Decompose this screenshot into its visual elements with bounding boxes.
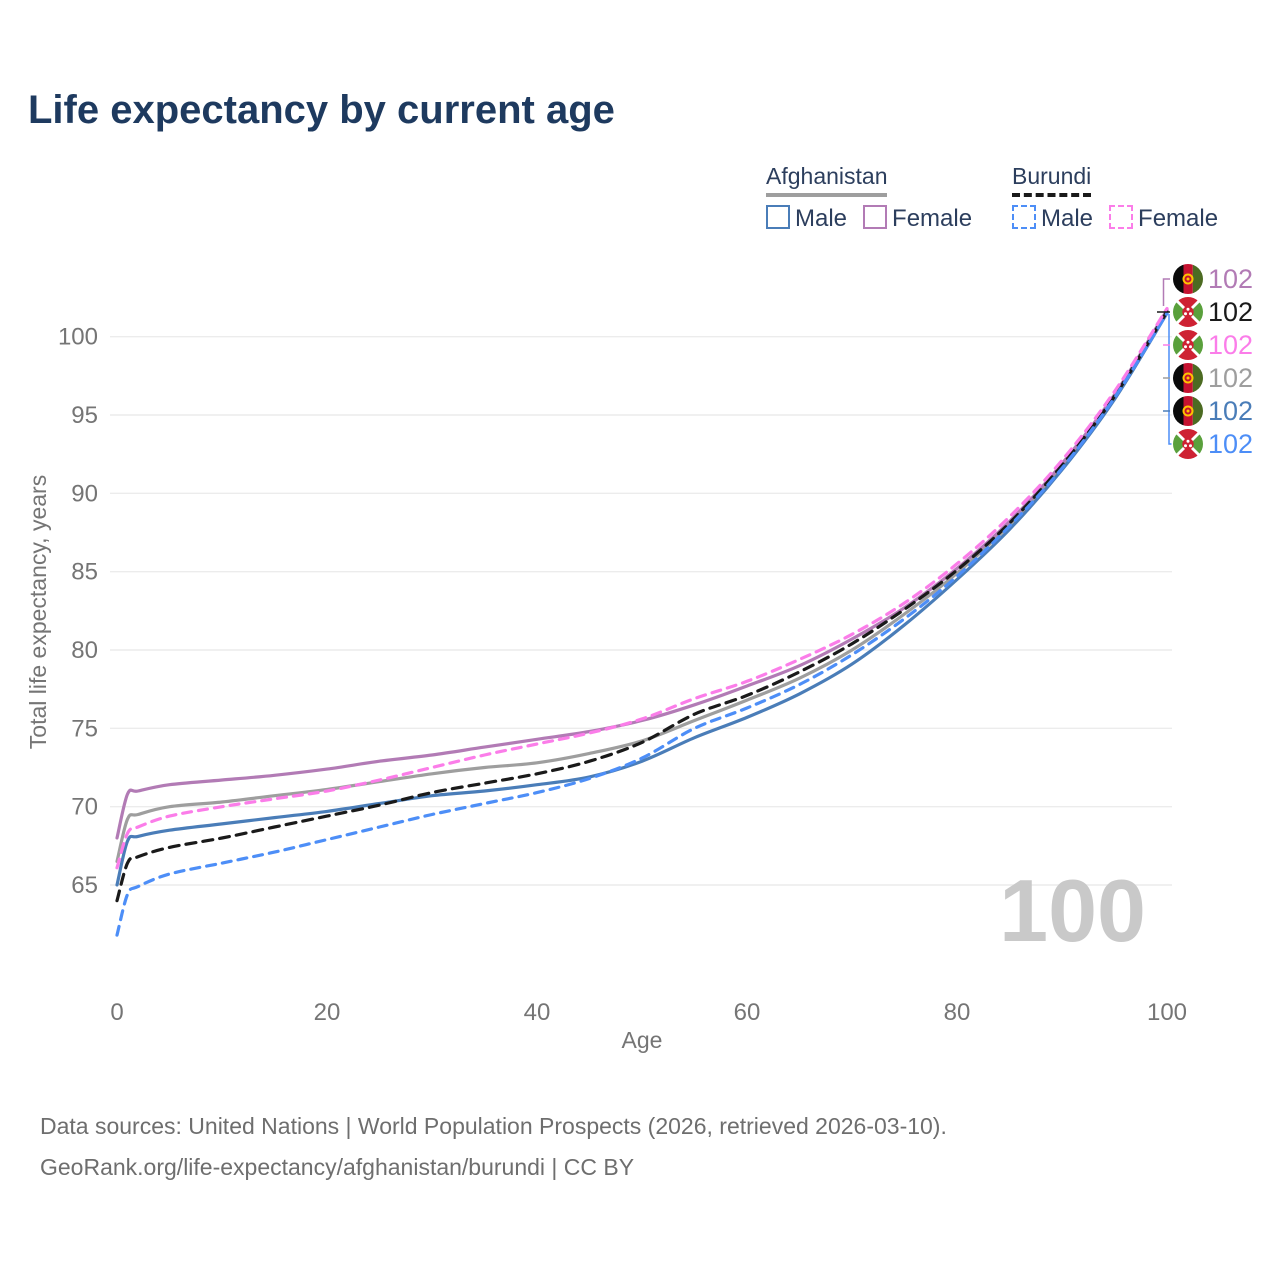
burundi-male-swatch-icon[interactable] [1012, 205, 1036, 229]
leader-line-burundi-male [1168, 314, 1172, 445]
series-lines [115, 306, 1169, 937]
legend-label-afghanistan-male[interactable]: Male [795, 205, 848, 232]
legend-group-burundi: Burundi Male Female [1012, 163, 1234, 233]
legend-label-burundi-male[interactable]: Male [1041, 205, 1094, 232]
y-tick-label-100: 100 [58, 324, 98, 351]
end-value-label-afghanistan-both-sexes: 102 [1208, 363, 1253, 393]
afghanistan-flag-icon [1173, 363, 1203, 393]
end-value-label-burundi-both-sexes: 102 [1208, 297, 1253, 327]
afghanistan-flag-icon [1173, 396, 1203, 426]
leader-line-afghanistan-female [1162, 278, 1170, 306]
y-tick-label-65: 65 [71, 872, 98, 899]
x-tick-label-0: 0 [110, 999, 123, 1026]
end-value-label-afghanistan-female: 102 [1208, 264, 1253, 294]
watermark-100: 100 [999, 861, 1146, 960]
end-value-label-afghanistan-male: 102 [1208, 396, 1253, 426]
series-line-afghanistan-both-sexes[interactable] [115, 310, 1169, 864]
y-tick-label-75: 75 [71, 715, 98, 742]
series-line-burundi-female[interactable] [115, 306, 1169, 870]
y-tick-label-80: 80 [71, 637, 98, 664]
legend-country-burundi[interactable]: Burundi [1012, 163, 1092, 197]
axis-labels: 65 70 75 80 85 90 95 100 0 20 40 60 80 100 [58, 324, 1187, 1026]
burundi-flag-icon [1173, 297, 1203, 327]
afghanistan-female-swatch-icon[interactable] [863, 205, 888, 229]
series-line-burundi-male[interactable] [115, 311, 1169, 937]
footer-sources-line: Data sources: United Nations | World Pop… [40, 1113, 947, 1139]
x-tick-label-60: 60 [734, 999, 761, 1026]
x-tick-label-80: 80 [944, 999, 971, 1026]
burundi-flag-icon [1173, 429, 1203, 459]
end-value-label-burundi-male: 102 [1208, 429, 1253, 459]
legend-label-afghanistan-female[interactable]: Female [892, 205, 973, 232]
footer-url-line: GeoRank.org/life-expectancy/afghanistan/… [40, 1154, 635, 1180]
y-axis-title: Total life expectancy, years [25, 475, 51, 749]
afghanistan-male-swatch-icon[interactable] [766, 205, 790, 229]
series-line-afghanistan-male[interactable] [115, 311, 1169, 887]
y-tick-label-70: 70 [71, 794, 98, 821]
x-axis-title: Age [622, 1027, 663, 1053]
afghanistan-flag-icon [1173, 264, 1203, 294]
legend-label-burundi-female[interactable]: Female [1138, 205, 1219, 232]
y-tick-label-95: 95 [71, 402, 98, 429]
y-tick-label-90: 90 [71, 480, 98, 507]
series-line-burundi-both-sexes[interactable] [115, 310, 1169, 903]
end-value-label-burundi-female: 102 [1208, 330, 1253, 360]
burundi-female-swatch-icon[interactable] [1109, 205, 1134, 229]
x-tick-label-40: 40 [524, 999, 551, 1026]
x-tick-label-20: 20 [314, 999, 341, 1026]
gridlines [110, 335, 1172, 886]
legend-group-afghanistan: Afghanistan Male Female [766, 163, 988, 233]
x-tick-label-100: 100 [1147, 999, 1187, 1026]
footer: Data sources: United Nations | World Pop… [40, 1106, 947, 1188]
burundi-flag-icon [1173, 330, 1203, 360]
page-title: Life expectancy by current age [28, 88, 615, 132]
y-tick-label-85: 85 [71, 559, 98, 586]
legend-country-afghanistan[interactable]: Afghanistan [766, 163, 888, 197]
